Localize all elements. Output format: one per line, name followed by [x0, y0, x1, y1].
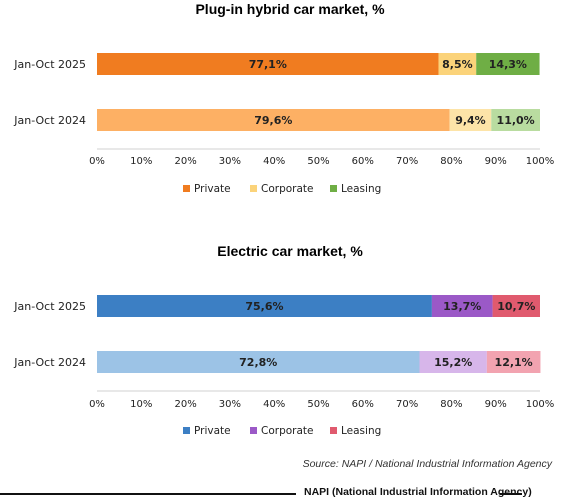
- data-label-corporate: 15,2%: [434, 356, 472, 369]
- footer-text: NAPI (National Industrial Information Ag…: [304, 486, 532, 498]
- bar-corporate-jan-oct-2024: [419, 351, 487, 373]
- x-tick-label: 0%: [89, 399, 105, 410]
- bar-leasing-jan-oct-2025: [492, 295, 540, 317]
- bar-private-jan-oct-2025: [97, 53, 439, 75]
- bar-corporate-jan-oct-2025: [438, 53, 477, 75]
- legend-swatch-private: [183, 185, 190, 192]
- legend-label-private: Private: [194, 425, 231, 437]
- data-label-leasing: 10,7%: [497, 300, 535, 313]
- legend-label-corporate: Corporate: [261, 425, 314, 437]
- x-tick-label: 30%: [219, 399, 241, 410]
- bar-private-jan-oct-2024: [97, 109, 450, 131]
- x-tick-label: 50%: [307, 399, 329, 410]
- bar-leasing-jan-oct-2024: [486, 351, 541, 373]
- x-tick-label: 20%: [174, 399, 196, 410]
- data-label-corporate: 8,5%: [442, 58, 473, 71]
- x-tick-label: 40%: [263, 156, 285, 167]
- x-tick-label: 60%: [352, 156, 374, 167]
- legend-swatch-corporate: [250, 427, 257, 434]
- x-tick-label: 60%: [352, 399, 374, 410]
- legend-label-private: Private: [194, 183, 231, 195]
- x-tick-label: 20%: [174, 156, 196, 167]
- data-label-private: 75,6%: [245, 300, 283, 313]
- x-tick-label: 30%: [219, 156, 241, 167]
- category-label-jan-oct-2025: Jan-Oct 2025: [13, 300, 86, 313]
- legend-label-leasing: Leasing: [341, 183, 381, 195]
- legend-label-leasing: Leasing: [341, 425, 381, 437]
- data-label-corporate: 9,4%: [455, 114, 486, 127]
- x-tick-label: 50%: [307, 156, 329, 167]
- data-label-private: 72,8%: [239, 356, 277, 369]
- category-label-jan-oct-2025: Jan-Oct 2025: [13, 58, 86, 71]
- legend-swatch-leasing: [330, 427, 337, 434]
- bar-leasing-jan-oct-2024: [491, 109, 540, 131]
- bar-corporate-jan-oct-2025: [431, 295, 493, 317]
- phev-market-chart: 0% 10% 20% 30% 40% 50% 60% 70% 80% 90% 100% Jan-Oct…: [13, 53, 555, 195]
- footer-line-right: [500, 493, 522, 495]
- bar-private-jan-oct-2025: [97, 295, 432, 317]
- legend-label-corporate: Corporate: [261, 183, 314, 195]
- source-note: Source: NAPI / National Industrial Infor…: [302, 458, 552, 470]
- x-tick-label: 40%: [263, 399, 285, 410]
- x-tick-label: 90%: [485, 399, 507, 410]
- data-label-corporate: 13,7%: [443, 300, 481, 313]
- legend-swatch-corporate: [250, 185, 257, 192]
- legend-swatch-private: [183, 427, 190, 434]
- data-label-leasing: 14,3%: [489, 58, 527, 71]
- chart-title-phev: Plug-in hybrid car market, %: [195, 1, 385, 17]
- footer-line-left: [0, 493, 296, 495]
- bar-corporate-jan-oct-2024: [449, 109, 492, 131]
- x-tick-label: 80%: [440, 399, 462, 410]
- data-label-private: 79,6%: [254, 114, 292, 127]
- x-tick-label: 70%: [396, 399, 418, 410]
- legend-swatch-leasing: [330, 185, 337, 192]
- x-tick-label: 0%: [89, 156, 105, 167]
- x-tick-label: 100%: [526, 156, 555, 167]
- x-tick-label: 80%: [440, 156, 462, 167]
- x-tick-label: 100%: [526, 399, 555, 410]
- data-label-leasing: 11,0%: [497, 114, 535, 127]
- bar-private-jan-oct-2024: [97, 351, 420, 373]
- bar-leasing-jan-oct-2025: [476, 53, 540, 75]
- data-label-leasing: 12,1%: [495, 356, 533, 369]
- category-label-jan-oct-2024: Jan-Oct 2024: [13, 114, 86, 127]
- category-label-jan-oct-2024: Jan-Oct 2024: [13, 356, 86, 369]
- x-tick-label: 10%: [130, 156, 152, 167]
- x-tick-label: 10%: [130, 399, 152, 410]
- chart-title-ev: Electric car market, %: [217, 243, 363, 259]
- data-label-private: 77,1%: [249, 58, 287, 71]
- x-tick-label: 70%: [396, 156, 418, 167]
- footer-bar: NAPI (National Industrial Information Ag…: [0, 486, 580, 502]
- x-tick-label: 90%: [485, 156, 507, 167]
